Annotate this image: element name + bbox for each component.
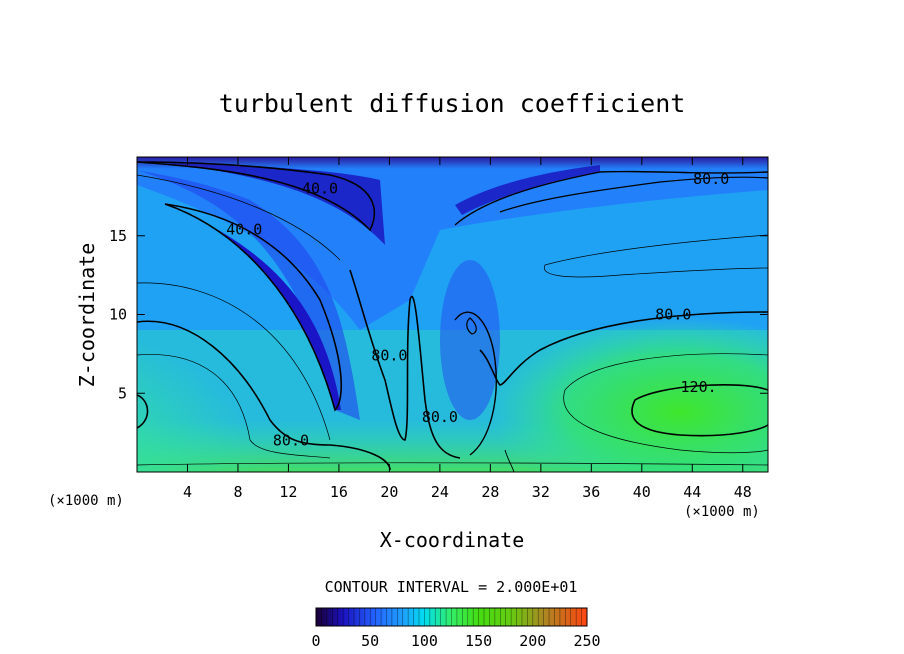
contour-line-80-left	[137, 320, 391, 471]
x-tick-label: 12	[279, 483, 297, 501]
contour-lines	[137, 161, 768, 472]
colorbar-stripes	[321, 608, 582, 626]
colorbar-tick-label: 200	[519, 632, 546, 650]
contour-label: 80.0	[371, 346, 407, 364]
contour-line-40-top	[137, 161, 376, 232]
x-axis-unit: (×1000 m)	[684, 504, 760, 520]
chart-title: turbulent diffusion coefficient	[219, 89, 686, 118]
plot-area: 40.0 40.0 80.0 80.0 80.0 80.0 80.0 120.	[137, 157, 768, 472]
contour-label: 40.0	[226, 220, 262, 238]
y-axis-unit: (×1000 m)	[48, 493, 124, 509]
colorbar-tick-label: 50	[361, 632, 379, 650]
field-left-maximum	[137, 310, 340, 472]
contour-line-thin-8	[466, 317, 477, 335]
contour-label: 80.0	[693, 170, 729, 188]
y-tick-label: 5	[118, 384, 127, 402]
x-tick-label: 16	[330, 483, 348, 501]
x-axis: 4 8 12 16 20 24 28 32 36 40 44 48	[183, 157, 752, 501]
contour-line-thin-5	[137, 462, 768, 466]
contour-line-thin-2	[137, 354, 331, 459]
x-tick-label: 44	[683, 483, 701, 501]
contour-interval: CONTOUR INTERVAL = 2.000E+01	[325, 578, 578, 596]
field-top-dark-right	[455, 165, 600, 215]
x-axis-label: X-coordinate	[380, 528, 525, 552]
field-central-blue	[440, 260, 500, 420]
x-tick-label: 8	[233, 483, 242, 501]
colorbar-tick-label: 100	[411, 632, 438, 650]
contour-line-80-mid	[454, 311, 497, 456]
x-tick-label: 28	[481, 483, 499, 501]
y-axis: 5 10 15	[109, 227, 768, 402]
x-tick-label: 24	[431, 483, 449, 501]
contour-label: 120.	[681, 378, 717, 396]
x-tick-label: 4	[183, 483, 192, 501]
contour-line-top-right	[454, 170, 768, 226]
contour-label: 80.0	[422, 408, 458, 426]
y-axis-label: Z-coordinate	[75, 243, 99, 388]
field-upper-blue	[137, 157, 768, 330]
contour-label: 40.0	[302, 180, 338, 198]
contour-line-thin-3	[543, 234, 768, 278]
x-tick-label: 20	[380, 483, 398, 501]
contour-label: 80.0	[655, 306, 691, 324]
contour-line-thin-1	[137, 282, 331, 441]
contour-line-thin-6	[137, 174, 341, 261]
x-tick-label: 36	[582, 483, 600, 501]
colorbar: 0 50 100 150 200 250	[311, 607, 601, 650]
x-tick-label: 40	[633, 483, 651, 501]
contour-line-40-left	[164, 203, 343, 412]
contour-labels: 40.0 40.0 80.0 80.0 80.0 80.0 80.0 120.	[226, 170, 729, 449]
contour-line-thin-7	[504, 449, 515, 472]
contour-line-80-center	[349, 269, 461, 459]
colorbar-ticks: 0 50 100 150 200 250	[311, 632, 600, 650]
field-right-maximum	[490, 317, 768, 472]
field-top-dark-left	[137, 160, 385, 245]
x-tick-label: 48	[734, 483, 752, 501]
field-top-band	[137, 157, 768, 169]
contour-line-120-left	[137, 394, 149, 429]
y-tick-label: 15	[109, 227, 127, 245]
contour-line-120	[631, 384, 768, 437]
y-tick-label: 10	[109, 306, 127, 324]
x-tick-label: 32	[532, 483, 550, 501]
colorbar-tick-label: 0	[311, 632, 320, 650]
contour-line-top-right-2	[499, 176, 768, 213]
contour-label: 80.0	[273, 432, 309, 450]
contour-line-80-right	[479, 311, 768, 386]
contour-line-thin-4	[563, 353, 768, 454]
colorbar-tick-label: 250	[573, 632, 600, 650]
colorbar-tick-label: 150	[465, 632, 492, 650]
